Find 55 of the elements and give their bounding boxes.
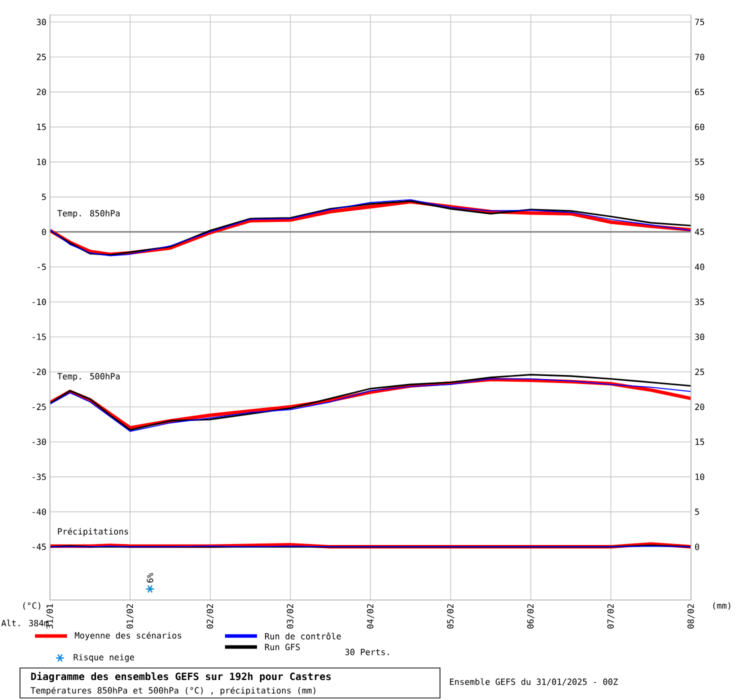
text: Alt. 384m — [1, 620, 49, 626]
y-tick-label: -40 — [32, 508, 46, 516]
text: Températures 850hPa et 500hPa (°C) , précipitations (mm) — [30, 686, 316, 696]
y-tick-label: -30 — [32, 438, 46, 446]
text: Diagramme des ensembles GEFS sur 192h pour Castres — [31, 672, 331, 682]
y2-tick-label: 55 — [695, 158, 704, 166]
y2-tick-label: 40 — [694, 264, 704, 270]
y-tick-label: -45 — [32, 544, 46, 550]
y2-tick-label: 0 — [695, 544, 700, 550]
y2-tick-label: 15 — [696, 438, 704, 445]
annotation: Temp. 500hPa — [57, 372, 120, 382]
x-tick-label: 02/02 — [206, 604, 214, 629]
y-tick-label: -25 — [32, 404, 46, 410]
legend-label: Run de contrôle — [265, 632, 341, 640]
legend-label: Run GFS — [265, 644, 300, 650]
legend-label: Moyenne des scénarios — [74, 632, 182, 640]
y-tick-label: -5 — [38, 264, 46, 270]
x-tick-label: 05/02 — [447, 604, 454, 629]
y2-tick-label: 5 — [695, 508, 699, 515]
y-tick-label: 25 — [36, 54, 46, 60]
y2-tick-label: 35 — [695, 298, 704, 306]
y-tick-label: 30 — [36, 18, 46, 26]
y-tick-label: 0 — [42, 228, 46, 236]
x-tick-label: 04/02 — [366, 604, 374, 629]
y-tick-label: 15 — [37, 124, 46, 130]
y-tick-label: -10 — [32, 298, 46, 306]
x-tick-label: 03/02 — [286, 604, 294, 629]
y2-tick-label: 30 — [695, 334, 704, 340]
x-tick-label: 07/02 — [607, 604, 614, 629]
annotation: Temp. 850hPa — [57, 210, 120, 218]
annotation: Précipitations — [58, 528, 128, 536]
x-tick-label: 08/02 — [687, 604, 695, 629]
text: Risque neige — [74, 654, 134, 662]
y2-tick-label: 70 — [695, 54, 704, 60]
y-tick-label: -15 — [32, 334, 46, 340]
x-tick-label: 06/02 — [527, 604, 534, 629]
annotation: 6% — [146, 573, 154, 583]
y2-tick-label: 45 — [694, 228, 704, 236]
text: 30 Perts. — [345, 648, 389, 656]
y-tick-label: 10 — [37, 158, 46, 166]
text: Ensemble GEFS du 31/01/2025 - 00Z — [450, 678, 618, 686]
y-tick-label: 5 — [42, 194, 46, 200]
y-tick-label: -20 — [32, 368, 46, 376]
y2-tick-label: 20 — [695, 404, 704, 410]
y2-tick-label: 25 — [695, 368, 704, 376]
y-tick-label: 20 — [36, 88, 46, 96]
y-axis-title: (°C) — [23, 602, 40, 610]
y-tick-label: -35 — [32, 474, 46, 480]
y2-tick-label: 65 — [695, 88, 704, 96]
y2-axis-title: (mm) — [713, 602, 730, 610]
y2-tick-label: 60 — [695, 124, 704, 130]
x-tick-label: 01/02 — [126, 604, 134, 629]
y2-tick-label: 50 — [695, 194, 704, 200]
y2-tick-label: 10 — [696, 474, 704, 480]
y2-tick-label: 75 — [695, 18, 704, 26]
